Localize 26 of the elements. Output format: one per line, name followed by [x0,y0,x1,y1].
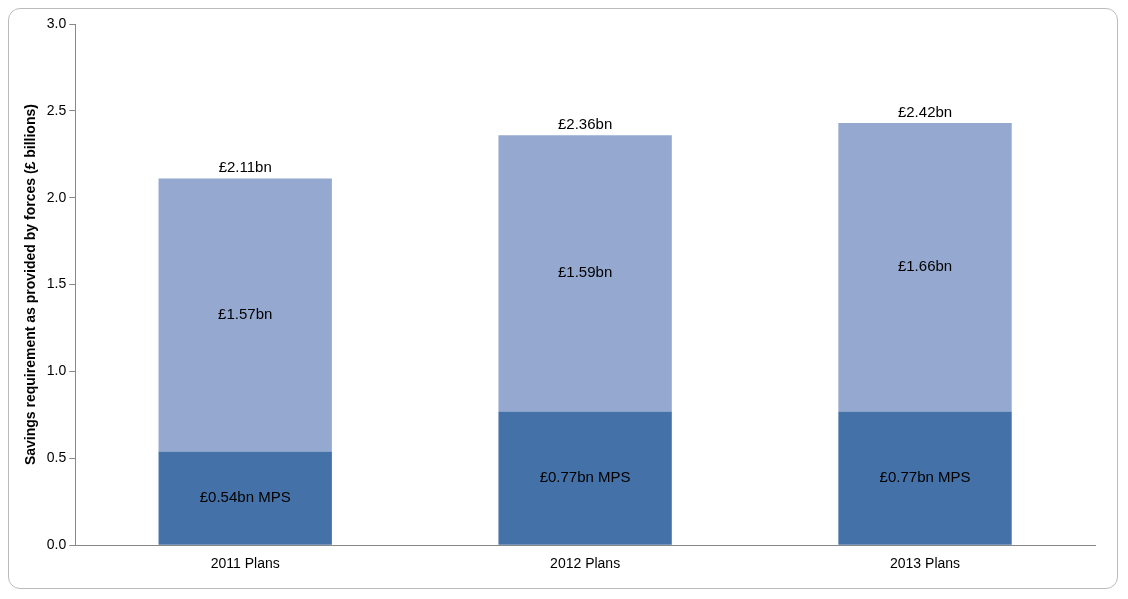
y-axis-title: Savings requirement as provided by forces (£ billions) [22,104,39,466]
y-tick-label: 2.5 [46,101,67,118]
bar [838,123,1012,412]
bar [158,178,332,452]
x-tick-label: 2011 Plans [210,555,280,572]
bar [838,411,1012,545]
total-label: £2.36bn [558,114,613,132]
x-tick-label: 2013 Plans [890,555,961,572]
y-tick-label: 0.0 [46,536,67,553]
y-tick-label: 1.0 [46,362,67,379]
bar [498,411,672,545]
y-tick-label: 2.0 [46,188,67,205]
y-tick-label: 3.0 [46,14,67,31]
data-label: £1.66bn [897,257,953,275]
data-label: £1.59bn [558,263,613,281]
data-label: £0.77bn MPS [539,468,631,486]
y-tick-label: 1.5 [46,275,67,292]
total-label: £2.11bn [218,158,272,176]
bar [498,135,672,412]
data-label: £0.54bn MPS [199,488,291,506]
total-label: £2.42bn [897,102,953,120]
data-label: £0.77bn MPS [879,468,971,486]
x-tick-label: 2012 Plans [550,555,621,572]
data-label: £1.57bn [218,305,273,323]
y-tick-label: 0.5 [46,449,67,466]
bar [158,451,332,545]
